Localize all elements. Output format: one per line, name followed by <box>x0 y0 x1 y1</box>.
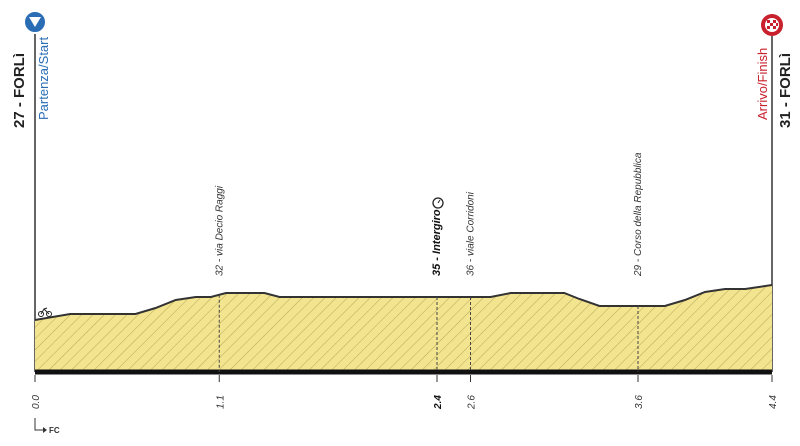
bike-icon <box>38 307 52 317</box>
waypoint-label: 35 - Intergiro <box>431 209 443 276</box>
start-label: 27 - FORLì <box>11 53 28 128</box>
finish-label: 31 - FORLì <box>777 53 794 128</box>
x-tick-label: 0.0 <box>31 395 42 409</box>
x-tick-label: 2.4 <box>433 395 444 410</box>
waypoint-label: 29 - Corso della Repubblica <box>633 152 644 277</box>
start-sub: Partenza/Start <box>36 37 51 120</box>
waypoint-label: 36 - viale Corridoni <box>466 191 477 276</box>
finish-icon <box>761 14 783 36</box>
profile-hatch <box>35 285 772 372</box>
x-tick-label: 2.6 <box>467 395 478 410</box>
province-marker: FC <box>34 418 60 435</box>
profile-line <box>34 284 773 321</box>
x-tick-label: 1.1 <box>215 395 226 409</box>
province: FC <box>49 426 60 435</box>
x-tick-label: 4.4 <box>768 395 779 409</box>
finish-sub: Arrivo/Finish <box>755 48 770 120</box>
start-icon <box>23 10 47 34</box>
stopwatch <box>432 197 444 209</box>
waypoint-label: 32 - via Decio Raggi <box>214 185 225 276</box>
x-tick-label: 3.6 <box>634 395 645 409</box>
